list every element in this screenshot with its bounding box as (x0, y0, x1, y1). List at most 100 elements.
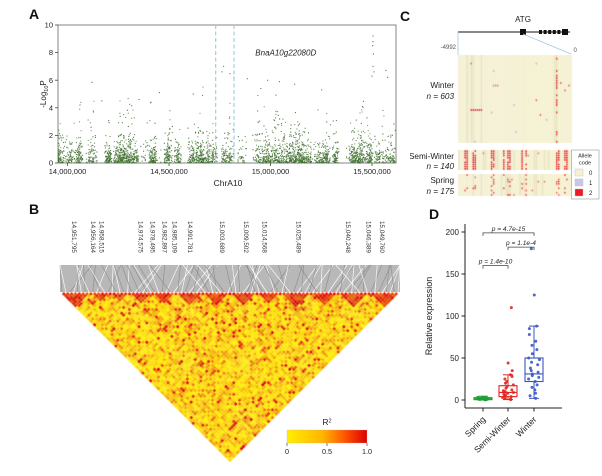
data-point (535, 324, 539, 328)
data-point (535, 383, 539, 387)
pvalue-bracket (507, 246, 535, 251)
y-axis-title: -Log10P (40, 80, 50, 107)
snp-position-label: 15,009,502 (242, 221, 249, 253)
group-n: n = 603 (426, 92, 454, 101)
pvalue-label: p = 4.7e-15 (491, 226, 526, 233)
pvalue-label: p = 1.1e-4 (505, 240, 536, 247)
snp-position-label: 15,014,568 (261, 221, 268, 253)
snp-position-label: 14,956,164 (89, 221, 96, 253)
exon-box (548, 30, 552, 34)
r2-colorbar (286, 429, 368, 444)
data-point (537, 375, 541, 379)
data-point (501, 395, 505, 399)
data-point (529, 369, 533, 373)
manhattan-points (58, 35, 396, 164)
data-point (506, 391, 510, 395)
panel-b-label: B (29, 201, 40, 217)
data-point (527, 356, 531, 360)
data-point (506, 361, 510, 365)
x-axis-title: ChrA10 (214, 178, 243, 188)
pvalue-label: p = 1.4e-10 (478, 259, 513, 266)
data-point (534, 396, 538, 400)
colorbar-tick-label: 0 (285, 447, 289, 456)
data-point (527, 327, 531, 331)
colorbar-tick-label: 0.5 (322, 447, 332, 456)
data-point (530, 372, 534, 376)
x-tick-label: 14,000,000 (49, 167, 87, 176)
pvalue-bracket (482, 232, 535, 236)
data-point (530, 343, 534, 347)
exon-box (552, 30, 556, 34)
pvalue-bracket (482, 265, 509, 269)
promoter-start-coord: -4992 (441, 45, 457, 51)
data-point (503, 396, 507, 400)
data-point (503, 377, 507, 381)
y-tick-label: 150 (446, 270, 460, 279)
snp-position-label: 14,974,575 (137, 221, 144, 253)
exon-box (557, 30, 561, 34)
snp-position-label: 15,040,248 (344, 221, 351, 253)
snp-position-label: 14,982,897 (160, 221, 167, 253)
data-point (536, 370, 540, 374)
group-n: n = 140 (426, 162, 454, 171)
region-map-line (522, 33, 572, 55)
group-name: Spring (430, 176, 454, 185)
atg-marker (520, 29, 526, 35)
legend-value: 1 (589, 181, 593, 187)
snp-position-label: 14,985,109 (171, 221, 178, 253)
exon-box (543, 30, 547, 34)
data-point (508, 373, 512, 377)
data-point (530, 385, 534, 389)
data-point (509, 306, 513, 310)
y-tick-label: 0 (455, 396, 460, 405)
y-axis-title: Relative expression (424, 277, 434, 356)
data-point (527, 332, 531, 336)
legend-value: 0 (589, 171, 593, 177)
data-point (536, 363, 540, 367)
legend-title: code (579, 161, 591, 167)
snp-position-label: 15,046,389 (364, 221, 371, 253)
y-tick-label: 4 (49, 103, 53, 112)
group-n: n = 175 (426, 187, 454, 196)
legend-swatch (574, 168, 584, 177)
snp-position-label: 15,003,689 (218, 221, 225, 253)
data-point (508, 397, 512, 401)
gene-annotation: BnaA10g22080D (255, 48, 316, 57)
snp-position-label: 14,991,781 (186, 221, 193, 253)
panel-d-label: D (429, 206, 440, 222)
data-point (479, 397, 483, 401)
data-point (533, 391, 537, 395)
legend-swatch (574, 188, 584, 197)
data-point (501, 389, 505, 393)
exon-box (562, 29, 568, 35)
data-point (529, 247, 533, 251)
data-point (505, 385, 509, 389)
atg-label: ATG (515, 15, 531, 24)
ld-heatmap-overlay: 14,951,795 14,956,164 14,958,515 14,974,575… (59, 221, 401, 456)
snp-position-label: 14,951,795 (70, 221, 77, 253)
snp-position-label: 14,958,515 (97, 221, 104, 253)
x-tick-label: 14,500,000 (150, 167, 188, 176)
data-point (511, 383, 515, 387)
group-name: Semi-Winter (410, 152, 454, 161)
y-tick-label: 10 (45, 21, 53, 30)
boxplot-group (524, 247, 544, 400)
data-point (534, 339, 538, 343)
boxplot-group (498, 306, 518, 402)
plot-frame (57, 24, 397, 164)
manhattan-plot: 0 2 4 6 8 10 14,000,000 14,500,000 15,000,000 15,… (40, 21, 397, 188)
data-point (476, 395, 480, 399)
promoter-end-coord: 0 (574, 48, 578, 54)
legend-swatch (574, 178, 584, 187)
y-tick-label: 6 (49, 76, 53, 85)
x-tick-label: 15,000,000 (252, 167, 290, 176)
y-tick-label: 0 (49, 159, 53, 168)
y-tick-label: 100 (446, 312, 460, 321)
y-tick-label: 200 (446, 228, 460, 237)
gene-structure: ATG (458, 15, 570, 35)
exon-box (539, 30, 542, 34)
